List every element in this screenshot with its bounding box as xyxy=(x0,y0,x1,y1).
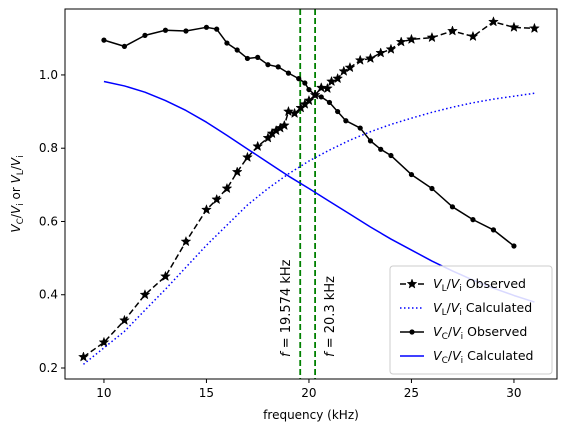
data-point xyxy=(234,47,240,53)
data-point xyxy=(488,16,499,27)
data-point xyxy=(395,36,407,47)
data-point xyxy=(315,82,327,93)
legend-entry: VL/Vi Observed xyxy=(400,276,526,294)
data-point xyxy=(312,92,318,98)
data-point xyxy=(180,235,192,247)
data-point xyxy=(426,31,438,43)
data-point xyxy=(211,193,223,205)
data-point xyxy=(332,72,344,84)
data-point xyxy=(408,171,415,178)
data-point xyxy=(275,64,281,70)
data-point xyxy=(388,152,394,159)
data-point xyxy=(378,146,384,152)
legend-entry: VC/Vi Calculated xyxy=(400,348,533,366)
data-point xyxy=(265,62,271,68)
y-tick-label: 0.4 xyxy=(39,288,58,302)
vline-annotation: f = 19.574 kHz xyxy=(279,259,294,357)
data-point xyxy=(302,80,308,86)
series-1 xyxy=(78,16,540,362)
data-point xyxy=(283,105,294,117)
data-point xyxy=(296,76,302,82)
data-point xyxy=(121,43,128,49)
x-tick-label: 15 xyxy=(199,386,214,400)
y-tick-label: 0.6 xyxy=(39,214,58,228)
data-point xyxy=(201,204,212,215)
legend-marker xyxy=(409,329,415,335)
data-point xyxy=(470,217,476,223)
y-tick-label: 0.8 xyxy=(39,141,58,155)
data-point xyxy=(321,82,333,94)
annotations: f = 19.574 kHz f = 20.3 kHz xyxy=(279,259,338,357)
legend-label: VL/Vi Observed xyxy=(433,276,526,294)
data-point xyxy=(221,182,233,194)
x-tick-label: 20 xyxy=(301,386,316,400)
data-point xyxy=(183,28,189,34)
y-tick-label: 0.2 xyxy=(39,361,58,375)
x-tick-label: 10 xyxy=(96,386,111,400)
data-point xyxy=(508,21,520,32)
data-point xyxy=(78,351,89,362)
data-point xyxy=(231,166,243,177)
y-tick-label: 1.0 xyxy=(39,68,58,82)
series-line xyxy=(82,92,535,365)
data-point xyxy=(335,108,341,115)
data-point xyxy=(326,75,337,87)
data-point xyxy=(285,70,292,76)
legend-entry: VL/Vi Calculated xyxy=(400,300,532,318)
legend-box xyxy=(389,265,553,375)
series-2 xyxy=(82,92,535,365)
data-point xyxy=(278,119,290,131)
x-tick-label: 25 xyxy=(404,386,419,400)
data-point xyxy=(529,22,540,34)
data-point xyxy=(357,125,363,131)
data-point xyxy=(98,336,110,347)
y-axis-label: VC/Vi or VL/Vi xyxy=(9,155,26,232)
data-point xyxy=(326,99,333,106)
legend: VL/Vi Observed VL/Vi Calculated VC/Vi Obse… xyxy=(389,265,553,375)
data-point xyxy=(101,37,107,43)
data-point xyxy=(318,94,324,100)
data-point xyxy=(119,314,130,326)
data-point xyxy=(139,289,151,300)
data-point xyxy=(214,26,220,32)
data-point xyxy=(490,227,497,233)
data-point xyxy=(375,47,387,58)
data-point xyxy=(262,132,274,143)
data-point xyxy=(306,86,312,93)
legend-label: VC/Vi Calculated xyxy=(433,348,533,366)
legend-label: VL/Vi Calculated xyxy=(433,300,532,318)
data-point xyxy=(242,151,253,162)
legend-label: VC/Vi Observed xyxy=(433,324,527,342)
legend-entry: VC/Vi Observed xyxy=(400,324,527,342)
data-point xyxy=(385,43,397,54)
x-axis-label: frequency (kHz) xyxy=(263,408,359,422)
vline-annotation: f = 20.3 kHz xyxy=(323,276,338,357)
axis-ticks: 10 15 20 25 30 0.2 0.4 0.6 0.8 1.0 xyxy=(39,68,522,400)
data-point xyxy=(511,243,517,249)
legend-marker xyxy=(406,278,418,289)
data-point xyxy=(160,270,171,282)
data-point xyxy=(467,30,479,42)
data-point xyxy=(406,33,417,45)
data-point xyxy=(252,140,264,151)
plot-frame xyxy=(64,8,558,380)
data-point xyxy=(224,40,230,46)
data-point xyxy=(162,27,169,33)
data-point xyxy=(365,52,376,64)
data-point xyxy=(354,54,366,65)
data-point xyxy=(343,118,349,124)
series-3 xyxy=(101,24,517,249)
data-point xyxy=(447,25,458,36)
data-point xyxy=(203,24,210,30)
data-point xyxy=(449,204,456,210)
data-point xyxy=(429,185,435,192)
x-tick-label: 30 xyxy=(506,386,521,400)
data-point xyxy=(255,54,261,60)
data-point xyxy=(367,138,374,144)
data-point xyxy=(244,55,251,62)
data-point xyxy=(142,32,148,38)
data-point xyxy=(344,61,356,73)
